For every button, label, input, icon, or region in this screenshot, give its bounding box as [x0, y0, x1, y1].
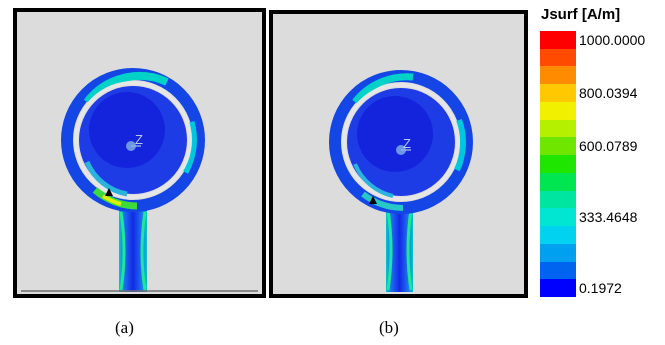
- legend-swatch: [540, 101, 576, 121]
- legend-swatch: [540, 208, 576, 227]
- slot-gap: [342, 83, 460, 201]
- legend-title: Jsurf [A/m]: [541, 6, 621, 23]
- panel-b: Z: [269, 10, 528, 298]
- axis-label: Z: [403, 136, 411, 151]
- legend-swatch: [540, 190, 576, 209]
- caption-a: (a): [115, 318, 134, 337]
- legend-swatch: [540, 155, 576, 174]
- current-distribution-a: Z: [21, 68, 258, 292]
- slot-gap: [74, 81, 192, 199]
- legend-swatch: [540, 66, 576, 85]
- legend-swatch: [540, 31, 576, 50]
- legend-tick-label: 333.4648: [579, 209, 638, 226]
- legend-swatch: [540, 119, 576, 138]
- legend-tick-label: 1000.0000: [579, 31, 646, 48]
- legend-tick-label: 0.1972: [579, 280, 622, 297]
- legend-swatch: [540, 84, 576, 103]
- legend-tick-label: 600.0789: [579, 138, 638, 155]
- legend-swatch: [540, 137, 576, 156]
- legend-swatch: [540, 261, 576, 280]
- legend-swatch: [540, 279, 576, 298]
- legend-swatch: [540, 226, 576, 245]
- port-marker: [105, 188, 113, 196]
- legend-swatch: [540, 172, 576, 192]
- axis-label: Z: [135, 132, 143, 147]
- panel-a: Z: [13, 8, 266, 298]
- legend-tick-label: 800.0394: [579, 85, 638, 102]
- current-distribution-b: Z: [329, 70, 473, 292]
- legend-swatch: [540, 243, 576, 263]
- color-legend: 1000.0000 800.0394 600.0789 333.4648 0.1972: [540, 31, 660, 298]
- port-marker: [369, 196, 377, 204]
- legend-swatch: [540, 48, 576, 67]
- caption-b: (b): [379, 318, 399, 337]
